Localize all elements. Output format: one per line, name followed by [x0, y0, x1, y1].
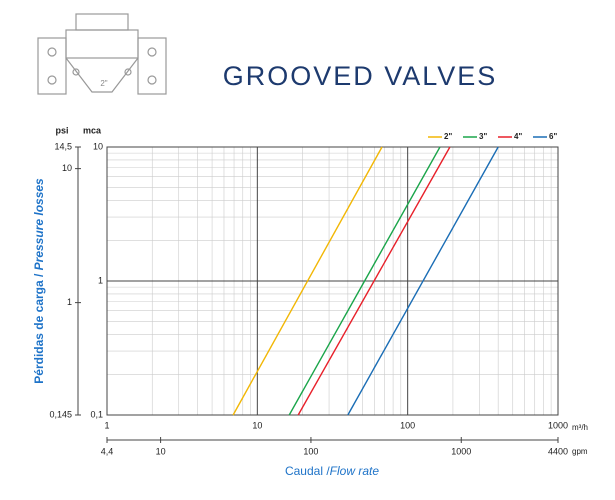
y2-tick-label: 0,145: [49, 409, 72, 419]
icon-label: 2": [100, 79, 107, 88]
x-tick-label: 10: [252, 420, 262, 430]
x-unit: m³/h: [572, 423, 588, 432]
page-title: GROOVED VALVES: [223, 61, 498, 91]
legend-label: 6": [549, 132, 557, 141]
y2-unit: psi: [55, 125, 68, 135]
legend-label: 2": [444, 132, 452, 141]
x2-tick-label: 1000: [451, 446, 471, 456]
y-unit: mca: [83, 125, 102, 135]
x2-tick-label: 100: [303, 446, 318, 456]
y-title-en: Pressure losses: [32, 178, 46, 270]
x-title-es: Caudal /: [285, 464, 330, 478]
y-tick-label: 0,1: [90, 409, 103, 419]
x2-tick-label: 4400: [548, 446, 568, 456]
valve-icon: [37, 13, 167, 95]
y2-tick-label: 10: [62, 163, 72, 173]
y-axis-title: Pérdidas de carga / Pressure losses: [32, 178, 46, 384]
x2-unit: gpm: [572, 447, 588, 456]
series-line: [297, 146, 451, 416]
series-line: [347, 146, 499, 416]
y2-tick-label: 14,5: [54, 141, 72, 151]
x2-tick-label: 4,4: [101, 446, 114, 456]
y2-tick-label: 1: [67, 297, 72, 307]
x-tick-label: 100: [400, 420, 415, 430]
legend-label: 4": [514, 132, 522, 141]
y-tick-label: 10: [93, 141, 103, 151]
legend-label: 3": [479, 132, 487, 141]
series-line: [288, 146, 441, 416]
y-tick-label: 1: [98, 275, 103, 285]
x-title-en: Flow rate: [330, 464, 380, 478]
x-axis-title: Caudal /Flow rate: [285, 464, 379, 478]
x-tick-label: 1: [104, 420, 109, 430]
y-title-es: Pérdidas de carga /: [32, 270, 46, 383]
x2-tick-label: 10: [156, 446, 166, 456]
series-line: [232, 146, 383, 416]
x-tick-label: 1000: [548, 420, 568, 430]
